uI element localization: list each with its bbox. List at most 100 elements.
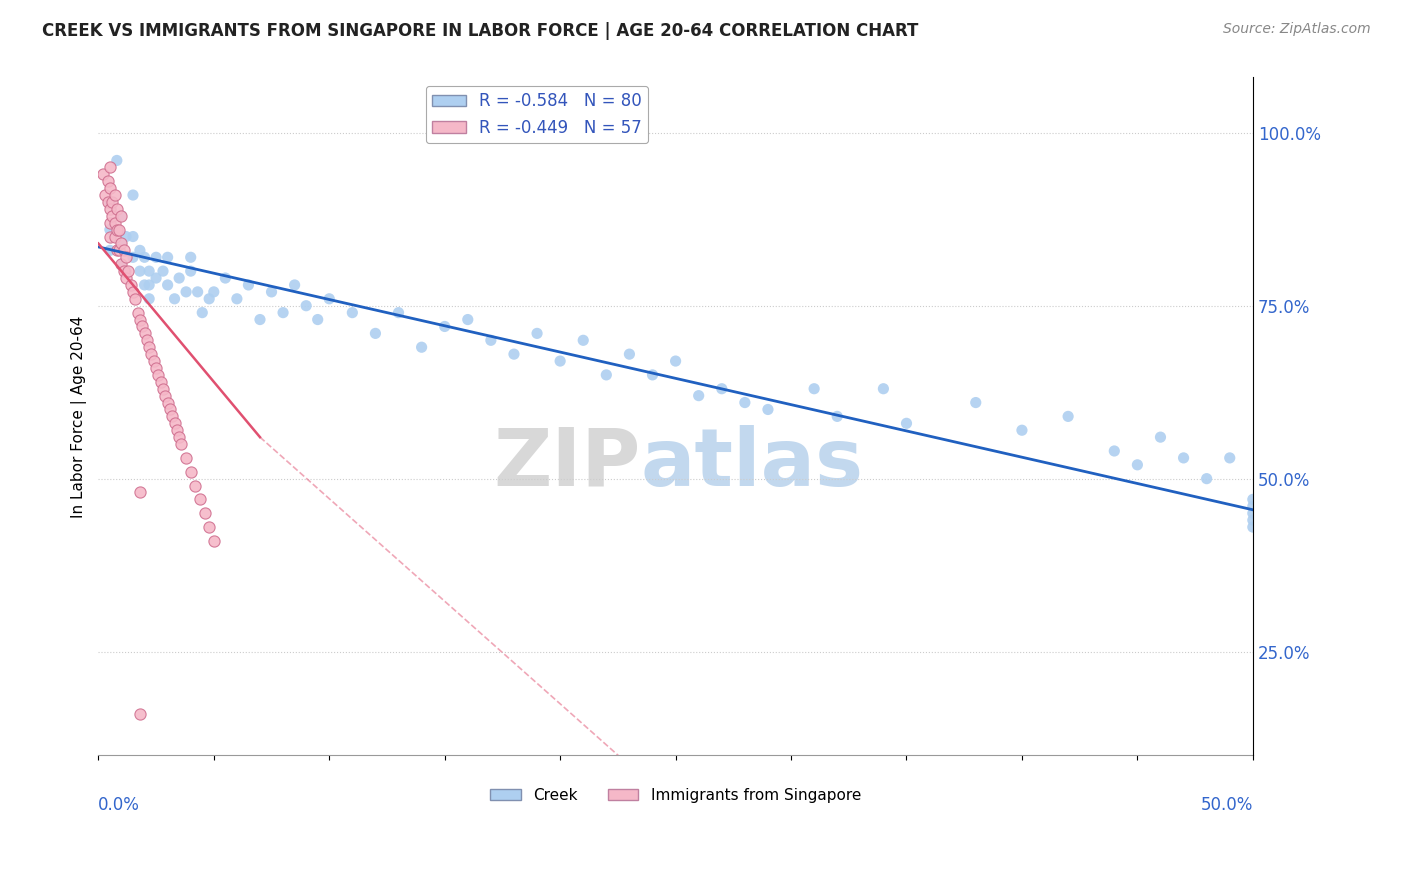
Point xyxy=(665,354,688,368)
Point xyxy=(318,292,340,306)
Text: Source: ZipAtlas.com: Source: ZipAtlas.com xyxy=(1223,22,1371,37)
Point xyxy=(110,257,132,271)
Point xyxy=(131,319,153,334)
Point xyxy=(98,194,121,209)
Point xyxy=(225,292,247,306)
Point xyxy=(122,229,145,244)
Point xyxy=(1057,409,1080,424)
Point xyxy=(572,334,595,348)
Point xyxy=(101,209,124,223)
Point xyxy=(115,264,138,278)
Point xyxy=(184,478,207,492)
Point xyxy=(97,194,120,209)
Point xyxy=(202,533,225,548)
Point xyxy=(193,506,215,520)
Point xyxy=(156,395,179,409)
Point xyxy=(167,271,190,285)
Point xyxy=(548,354,571,368)
Point xyxy=(1241,513,1264,527)
Point xyxy=(191,305,214,319)
Point xyxy=(127,305,149,319)
Y-axis label: In Labor Force | Age 20-64: In Labor Force | Age 20-64 xyxy=(72,315,87,517)
Point xyxy=(138,264,160,278)
Point xyxy=(129,485,152,500)
Point xyxy=(595,368,617,382)
Point xyxy=(803,382,825,396)
Point xyxy=(98,181,121,195)
Point xyxy=(756,402,779,417)
Point xyxy=(433,319,456,334)
Point xyxy=(103,229,125,244)
Point xyxy=(162,409,184,424)
Point xyxy=(526,326,548,341)
Point xyxy=(198,520,221,534)
Point xyxy=(134,277,156,292)
Point xyxy=(152,264,174,278)
Point xyxy=(1241,506,1264,520)
Point xyxy=(174,285,197,299)
Point xyxy=(115,271,138,285)
Point xyxy=(110,209,132,223)
Point xyxy=(1126,458,1149,472)
Point xyxy=(710,382,733,396)
Point xyxy=(479,334,502,348)
Legend: Creek, Immigrants from Singapore: Creek, Immigrants from Singapore xyxy=(484,781,868,809)
Point xyxy=(124,292,146,306)
Text: atlas: atlas xyxy=(641,425,865,503)
Point xyxy=(134,326,156,341)
Point xyxy=(156,250,179,264)
Point xyxy=(148,368,170,382)
Point xyxy=(110,236,132,251)
Point xyxy=(145,361,167,376)
Point xyxy=(145,271,167,285)
Point xyxy=(641,368,664,382)
Point xyxy=(1241,520,1264,534)
Point xyxy=(122,285,145,299)
Point xyxy=(110,236,132,251)
Point xyxy=(120,277,142,292)
Point xyxy=(619,347,641,361)
Point xyxy=(105,202,128,216)
Point xyxy=(202,285,225,299)
Point xyxy=(98,222,121,236)
Point xyxy=(117,264,139,278)
Point xyxy=(138,292,160,306)
Point xyxy=(98,216,121,230)
Point xyxy=(180,250,202,264)
Point xyxy=(825,409,848,424)
Point xyxy=(364,326,387,341)
Point xyxy=(135,334,157,348)
Point xyxy=(145,250,167,264)
Text: ZIP: ZIP xyxy=(494,425,641,503)
Point xyxy=(688,389,710,403)
Point xyxy=(188,492,211,507)
Point xyxy=(101,194,124,209)
Point xyxy=(1241,500,1264,514)
Point xyxy=(1011,423,1033,437)
Point xyxy=(238,277,260,292)
Point xyxy=(129,264,152,278)
Point xyxy=(271,305,294,319)
Point xyxy=(98,244,121,258)
Text: CREEK VS IMMIGRANTS FROM SINGAPORE IN LABOR FORCE | AGE 20-64 CORRELATION CHART: CREEK VS IMMIGRANTS FROM SINGAPORE IN LA… xyxy=(42,22,918,40)
Point xyxy=(342,305,364,319)
Point xyxy=(138,277,160,292)
Point xyxy=(167,430,190,444)
Point xyxy=(141,347,163,361)
Point xyxy=(115,229,138,244)
Point xyxy=(159,402,181,417)
Point xyxy=(1173,450,1195,465)
Point xyxy=(180,465,202,479)
Point xyxy=(734,395,756,409)
Point xyxy=(103,188,125,202)
Point xyxy=(122,250,145,264)
Text: 0.0%: 0.0% xyxy=(98,796,141,814)
Point xyxy=(105,153,128,168)
Point xyxy=(134,250,156,264)
Point xyxy=(138,340,160,354)
Point xyxy=(98,161,121,175)
Text: 50.0%: 50.0% xyxy=(1201,796,1253,814)
Point xyxy=(457,312,479,326)
Point xyxy=(174,450,197,465)
Point xyxy=(115,250,138,264)
